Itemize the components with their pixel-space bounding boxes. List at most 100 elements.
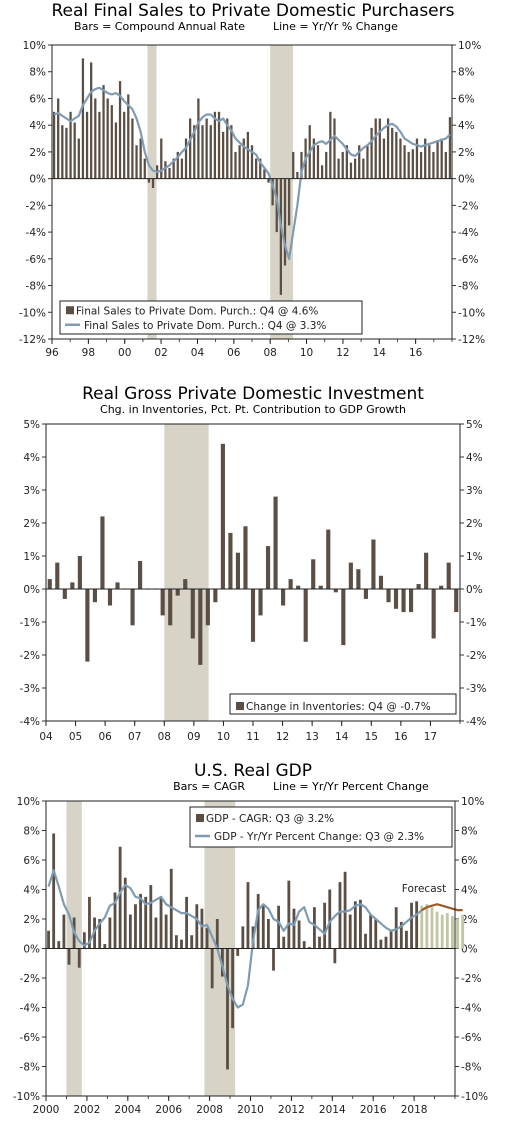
data-bar [316,145,320,179]
y-tick-label-right: 4% [458,120,475,132]
data-bar [403,145,406,179]
data-bar [292,151,295,179]
y-tick-label-right: -8% [461,1062,481,1074]
data-bar [61,125,64,179]
y-tick-label-right: -10% [461,1091,488,1103]
data-bar [440,914,444,949]
data-bar [263,169,266,179]
data-bar [432,151,435,179]
data-bar [143,158,146,179]
data-bar [287,880,291,949]
forecast-annotation: Forecast [402,883,446,895]
x-tick-label: 2002 [74,1104,101,1116]
data-bar [47,579,52,589]
data-bar [100,516,105,589]
y-tick-label-left: -12% [19,334,46,346]
data-bar [144,896,148,949]
x-tick-label: 2008 [196,1104,223,1116]
y-tick-label-right: 10% [458,40,481,52]
data-bar [62,914,66,949]
y-tick-label-right: -4% [461,1003,481,1015]
data-bar [345,145,348,179]
data-bar [386,589,391,603]
data-bar [415,901,419,949]
legend-label-bar: Change in Inventories: Q4 @ -0.7% [246,701,431,713]
x-tick-label: 07 [128,731,141,743]
data-bar [168,589,173,626]
data-bar [123,111,126,179]
data-bar [430,907,434,949]
x-tick-label: 09 [187,731,200,743]
x-tick-label: 2012 [278,1104,305,1116]
data-bar [246,131,250,179]
data-bar [205,589,210,626]
data-bar [454,589,459,613]
data-bar [70,582,75,589]
x-tick-label: 14 [373,347,387,359]
x-tick-label: 06 [227,347,241,359]
y-tick-label-left: -8% [20,1062,40,1074]
data-bar [341,151,344,179]
y-tick-label-right: 0% [466,584,483,596]
x-tick-label: 10 [217,731,230,743]
x-tick-label: 04 [191,347,205,359]
x-tick-label: 2016 [360,1104,387,1116]
data-bar [226,118,229,179]
data-bar [369,914,373,949]
y-tick-label-right: 0% [461,944,478,956]
data-bar [271,178,274,206]
data-bar [349,162,353,179]
data-bar [222,131,225,179]
legend-box [229,693,457,715]
data-bar [52,111,56,179]
data-bar [292,908,296,949]
data-bar [102,85,105,179]
data-bar [401,589,406,613]
data-bar [149,885,153,949]
data-bar [283,178,287,266]
data-bar [311,559,316,589]
y-tick-label-left: 1% [23,551,40,563]
data-bar [313,907,316,949]
data-bar [180,939,183,949]
data-bar [108,917,112,949]
data-bar [62,589,67,599]
y-tick-label-right: -10% [458,307,485,319]
y-tick-label-right: -8% [458,281,478,293]
y-tick-label-right: -3% [466,683,486,695]
data-bar [391,127,394,179]
x-tick-label: 14 [335,731,349,743]
data-bar [261,904,265,949]
y-tick-label-right: 6% [458,93,475,105]
y-tick-label-right: -12% [458,334,485,346]
y-tick-label-left: 0% [23,584,40,596]
data-bar [67,948,71,965]
data-bar [359,899,362,949]
data-bar [168,167,171,179]
y-tick-label-left: -3% [20,683,40,695]
data-bar [411,149,414,179]
y-tick-label-right: -2% [466,650,486,662]
data-bar [220,443,225,589]
inventories-subtitle: Chg. in Inventories, Pct. Pt. Contributi… [100,403,406,416]
data-bar [127,94,130,179]
data-bar [329,111,332,179]
data-bar [217,111,221,179]
data-bar [113,892,117,949]
data-bar [323,902,327,949]
data-bar [341,589,346,646]
data-bar [47,930,50,949]
x-tick-label: 96 [45,347,59,359]
y-tick-label-left: 3% [23,485,40,497]
y-tick-label-left: 4% [23,885,40,897]
y-tick-label-left: 0% [23,944,40,956]
data-bar [243,526,248,589]
data-bar [235,552,241,589]
data-bar [415,138,419,179]
data-bar [250,145,254,179]
data-bar [318,936,321,949]
data-bar [118,846,122,949]
data-bar [151,178,155,188]
data-bar [325,151,328,179]
